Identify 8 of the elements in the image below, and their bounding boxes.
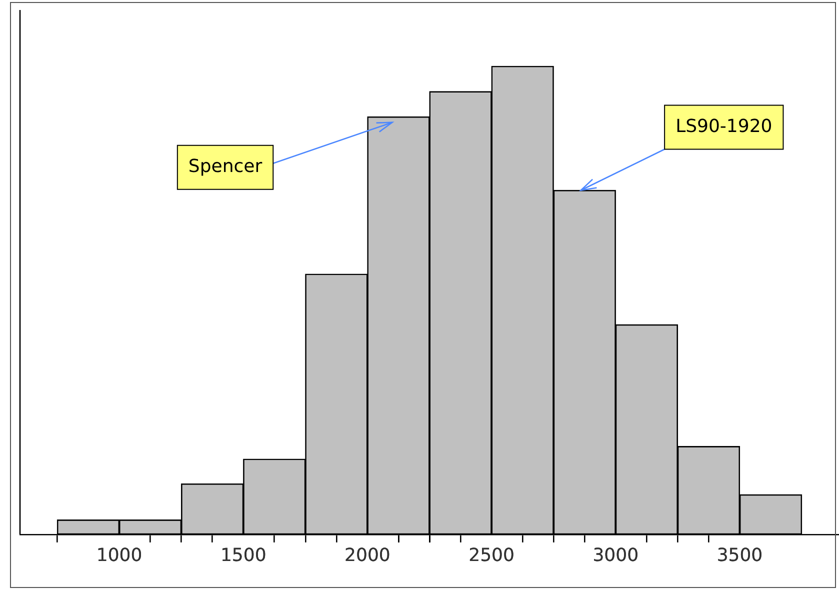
annotation: Spencer xyxy=(188,156,263,178)
annotation: LS90-1920 xyxy=(676,116,772,137)
x-tick-label: 2000 xyxy=(344,544,390,566)
x-tick-label: 1500 xyxy=(220,544,266,566)
x-tick-label: 3000 xyxy=(592,544,639,566)
x-tick-label: 2500 xyxy=(468,544,514,566)
x-tick-label: 3500 xyxy=(716,544,763,566)
x-tick-label: 1000 xyxy=(96,544,142,566)
